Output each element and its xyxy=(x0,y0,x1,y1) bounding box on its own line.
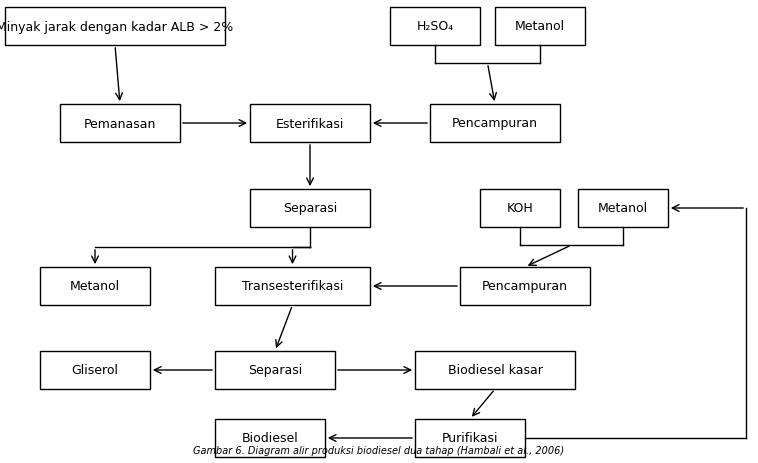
Bar xyxy=(415,419,525,457)
Text: Gliserol: Gliserol xyxy=(71,364,118,377)
Bar xyxy=(495,8,585,46)
Text: Biodiesel kasar: Biodiesel kasar xyxy=(447,364,543,377)
Bar xyxy=(40,268,150,305)
Text: Pencampuran: Pencampuran xyxy=(452,117,538,130)
Bar xyxy=(5,8,225,46)
Text: Purifikasi: Purifikasi xyxy=(442,432,498,444)
Text: Minyak jarak dengan kadar ALB > 2%: Minyak jarak dengan kadar ALB > 2% xyxy=(0,20,233,33)
Bar xyxy=(215,419,325,457)
Bar xyxy=(430,105,560,143)
Text: Gambar 6. Diagram alir produksi biodiesel dua tahap (Hambali et al., 2006): Gambar 6. Diagram alir produksi biodiese… xyxy=(193,445,565,455)
Text: KOH: KOH xyxy=(506,202,534,215)
Text: Pencampuran: Pencampuran xyxy=(482,280,568,293)
Text: Metanol: Metanol xyxy=(70,280,120,293)
Bar xyxy=(480,189,560,227)
Bar xyxy=(40,351,150,389)
Bar xyxy=(215,351,335,389)
Text: H₂SO₄: H₂SO₄ xyxy=(416,20,453,33)
Bar xyxy=(390,8,480,46)
Text: Biodiesel: Biodiesel xyxy=(242,432,299,444)
Bar xyxy=(415,351,575,389)
Text: Separasi: Separasi xyxy=(283,202,337,215)
Text: Metanol: Metanol xyxy=(515,20,565,33)
Bar xyxy=(578,189,668,227)
Bar xyxy=(250,105,370,143)
Bar xyxy=(460,268,590,305)
Text: Transesterifikasi: Transesterifikasi xyxy=(242,280,343,293)
Bar xyxy=(60,105,180,143)
Text: Metanol: Metanol xyxy=(598,202,648,215)
Text: Esterifikasi: Esterifikasi xyxy=(276,117,344,130)
Bar xyxy=(215,268,370,305)
Text: Separasi: Separasi xyxy=(248,364,302,377)
Bar xyxy=(250,189,370,227)
Text: Pemanasan: Pemanasan xyxy=(84,117,156,130)
